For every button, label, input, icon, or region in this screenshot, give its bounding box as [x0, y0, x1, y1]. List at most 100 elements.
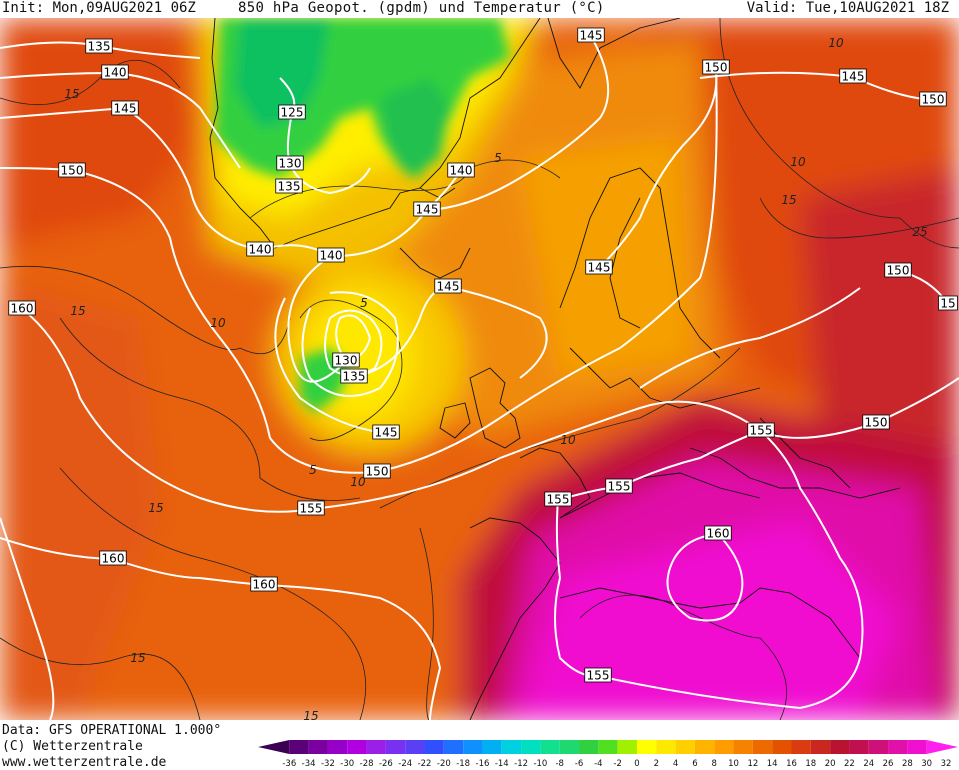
- geopotential-label: 145: [372, 424, 400, 440]
- geopotential-label: 135: [340, 368, 368, 384]
- geopotential-label: 150: [862, 414, 890, 430]
- svg-text:150: 150: [705, 61, 728, 75]
- colorbar-tick-label: -8: [555, 759, 563, 768]
- colorbar-swatch: [501, 740, 522, 754]
- colorbar-swatch: [424, 740, 444, 754]
- geopotential-label: 160: [8, 300, 36, 316]
- isotherm-label: 25: [912, 225, 927, 239]
- copyright-label: (C) Wetterzentrale: [2, 739, 143, 754]
- svg-text:145: 145: [416, 203, 439, 217]
- geopotential-label: 145: [413, 201, 441, 217]
- colorbar-swatch: [656, 740, 676, 754]
- svg-text:160: 160: [11, 302, 34, 316]
- colorbar-tick-label: -4: [594, 759, 602, 768]
- temperature-colorbar: -36 -34 -32 -30 -28 -26 -24 -22 -20 -18 -16 -14 -12-…: [258, 740, 958, 768]
- colorbar-tick-label: 6: [692, 759, 697, 768]
- geopotential-label: 125: [278, 104, 306, 120]
- geopotential-label: 135: [275, 178, 303, 194]
- svg-text:155: 155: [608, 480, 631, 494]
- geopotential-label: 160: [99, 550, 127, 566]
- colorbar-swatch: [258, 740, 290, 754]
- valid-time-label: Valid: Tue,10AUG2021 18Z: [746, 0, 949, 16]
- colorbar-tick-label: -22: [418, 759, 432, 768]
- colorbar-tick-label: 24: [863, 759, 874, 768]
- colorbar-swatch: [791, 740, 811, 754]
- colorbar-tick-label: 8: [712, 759, 717, 768]
- colorbar-tick-label: -18: [456, 759, 470, 768]
- colorbar-tick-label: 14: [767, 759, 778, 768]
- svg-text:145: 145: [437, 280, 460, 294]
- geopotential-label: 155: [544, 491, 572, 507]
- svg-text:145: 145: [580, 29, 603, 43]
- svg-text:135: 135: [278, 180, 301, 194]
- colorbar-tick-label: -20: [437, 759, 451, 768]
- geopotential-label: 140: [317, 247, 345, 263]
- geopotential-label: 150: [919, 91, 947, 107]
- colorbar-tick-label: -10: [533, 759, 547, 768]
- svg-text:145: 145: [114, 102, 137, 116]
- svg-text:130: 130: [335, 354, 358, 368]
- colorbar-swatch: [559, 740, 580, 754]
- colorbar-swatch: [366, 740, 386, 754]
- isotherm-label: 5: [309, 463, 317, 477]
- colorbar-swatch: [443, 740, 464, 754]
- colorbar-tick-label: -12: [514, 759, 528, 768]
- colorbar-tick-label: -32: [321, 759, 335, 768]
- colorbar-tick-label: 32: [941, 759, 952, 768]
- colorbar-tick-label: 26: [883, 759, 894, 768]
- colorbar-swatch: [694, 740, 715, 754]
- isotherm-label: 10: [790, 155, 806, 169]
- coastlines: [209, 18, 901, 720]
- colorbar-swatch: [347, 740, 367, 754]
- svg-text:155: 155: [750, 424, 773, 438]
- svg-text:150: 150: [366, 465, 389, 479]
- colorbar-tick-label: 18: [805, 759, 816, 768]
- geopotential-label: 15: [938, 295, 958, 311]
- geopotential-label: 130: [332, 352, 360, 368]
- svg-text:150: 150: [887, 264, 910, 278]
- colorbar-tick-label: -6: [575, 759, 583, 768]
- svg-text:145: 145: [842, 70, 865, 84]
- isotherm-label: 15: [70, 304, 85, 318]
- colorbar-swatch: [849, 740, 869, 754]
- colorbar-swatch: [482, 740, 502, 754]
- svg-text:160: 160: [253, 578, 276, 592]
- svg-text:155: 155: [587, 669, 610, 683]
- svg-text:150: 150: [922, 93, 945, 107]
- svg-text:135: 135: [343, 370, 366, 384]
- colorbar-tick-label: 20: [825, 759, 836, 768]
- colorbar-tick-label: -30: [340, 759, 354, 768]
- colorbar-swatch: [289, 740, 309, 754]
- colorbar-swatch: [385, 740, 406, 754]
- isotherm-label: 15: [148, 501, 163, 515]
- colorbar-tick-label: -14: [495, 759, 509, 768]
- svg-text:130: 130: [279, 157, 302, 171]
- geopotential-label: 145: [577, 27, 605, 43]
- svg-text:160: 160: [707, 527, 730, 541]
- colorbar-tick-label: 28: [902, 759, 913, 768]
- colorbar-tick-label: 10: [728, 759, 739, 768]
- colorbar-tick-label: 30: [921, 759, 932, 768]
- colorbar-swatch: [752, 740, 773, 754]
- colorbar-swatch: [830, 740, 850, 754]
- svg-text:160: 160: [102, 552, 125, 566]
- colorbar-swatch: [810, 740, 831, 754]
- colorbar-tick-label: 4: [673, 759, 678, 768]
- isotherm-label: 10: [560, 433, 576, 447]
- colorbar-tick-label: -26: [379, 759, 393, 768]
- geopotential-label: 145: [585, 259, 613, 275]
- geopotential-label: 150: [58, 162, 86, 178]
- colorbar-swatch: [675, 740, 695, 754]
- data-source-label: Data: GFS OPERATIONAL 1.000°: [2, 723, 222, 738]
- colorbar-swatch: [888, 740, 908, 754]
- colorbar-tick-label: 16: [786, 759, 797, 768]
- colorbar-tick-label: -36: [282, 759, 296, 768]
- isotherm-label: 15: [64, 87, 79, 101]
- svg-text:135: 135: [88, 40, 111, 54]
- geopotential-label: 145: [111, 100, 139, 116]
- svg-text:145: 145: [375, 426, 398, 440]
- colorbar-swatch: [617, 740, 637, 754]
- svg-text:140: 140: [320, 249, 343, 263]
